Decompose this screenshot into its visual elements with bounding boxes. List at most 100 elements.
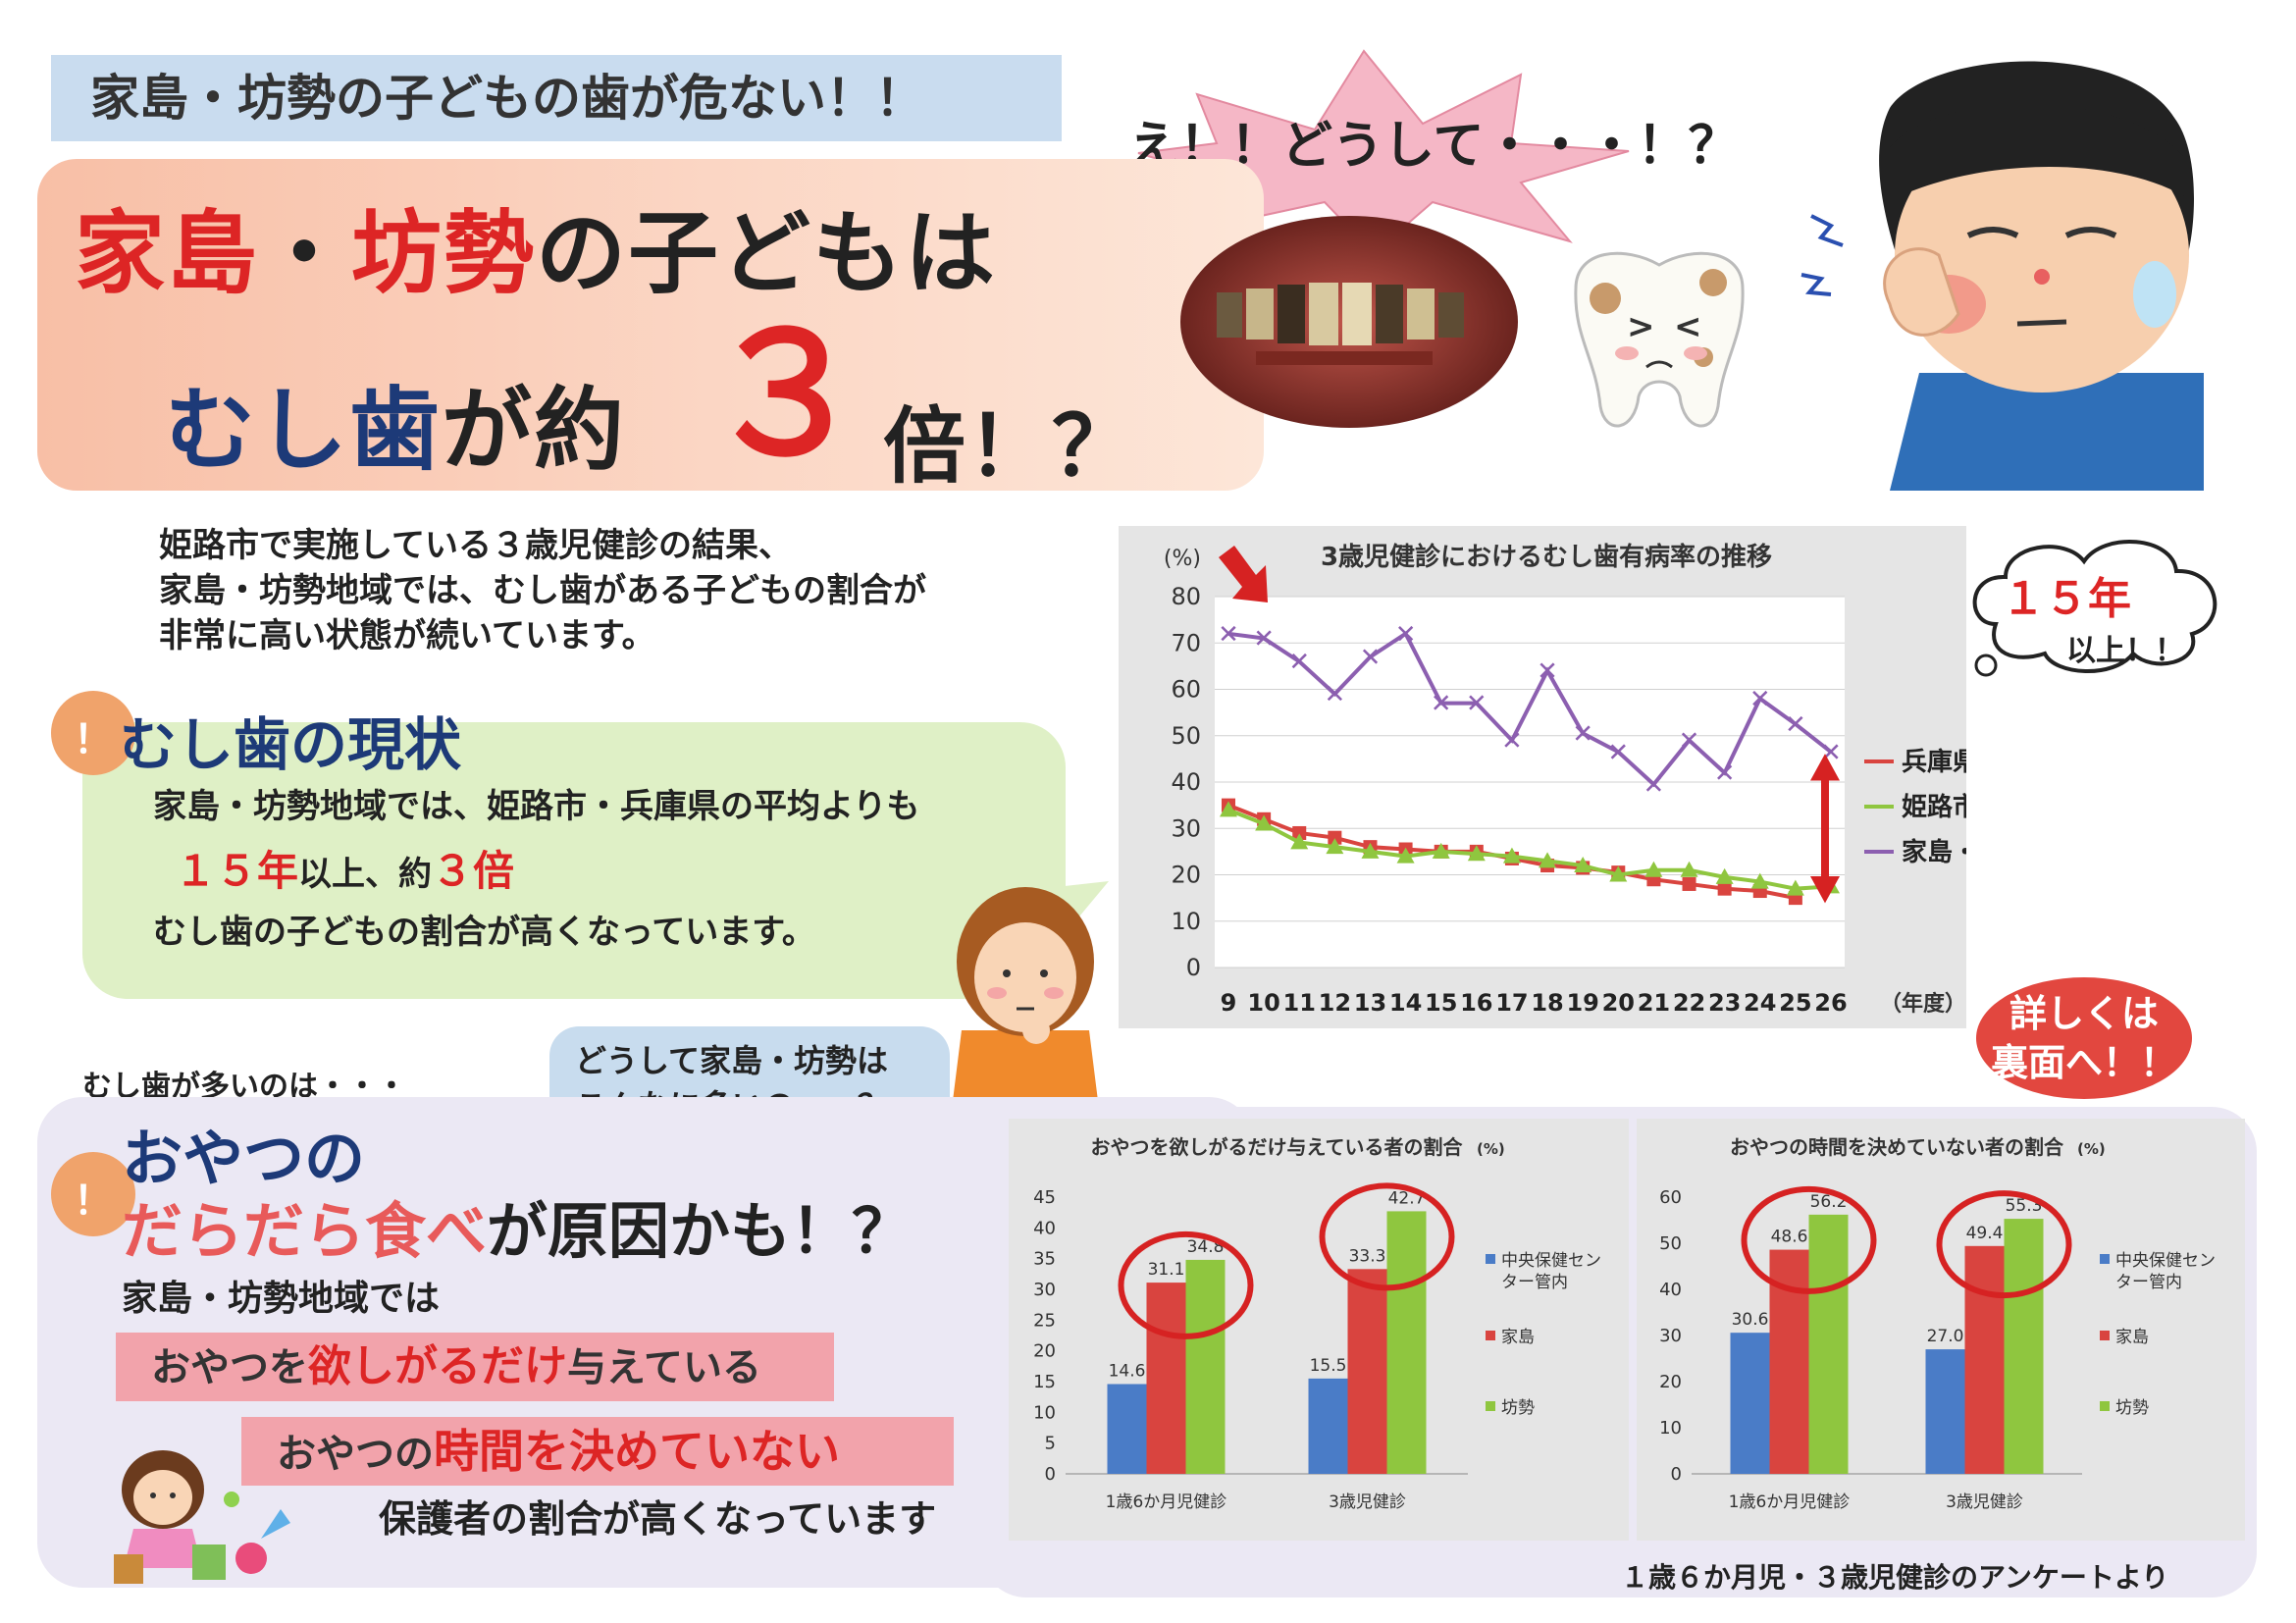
data-point: ✕ xyxy=(1714,759,1736,789)
status-years-rest: 以上、約 xyxy=(298,855,433,894)
legend-label: 中央保健セン xyxy=(2115,1251,2216,1271)
bar1-a: おやつを xyxy=(151,1345,308,1390)
bar xyxy=(1185,1259,1226,1474)
y-tick-label: 20 xyxy=(1033,1341,1056,1362)
cloud-years: １５年 xyxy=(2002,574,2131,624)
status-line-1: 家島・坊勢地域では、姫路市・兵庫県の平均よりも xyxy=(153,787,920,826)
title-times: 倍！？ xyxy=(883,398,1137,495)
legend-swatch xyxy=(1486,1401,1495,1411)
page-title-line2: むし歯が約 xyxy=(165,357,626,488)
x-tick-label: 11 xyxy=(1283,989,1316,1017)
legend-label: 家島 xyxy=(2115,1328,2149,1347)
data-point xyxy=(1715,867,1734,884)
question-line-1: どうして家島・坊勢は xyxy=(575,1042,889,1079)
data-label: 48.6 xyxy=(1771,1228,1808,1247)
y-tick-label: 80 xyxy=(1171,583,1201,610)
legend-label: 家島 xyxy=(1501,1328,1535,1347)
cloud-bubble xyxy=(1972,540,2218,677)
legend-label: 坊勢 xyxy=(1501,1398,1535,1418)
y-tick-label: 45 xyxy=(1033,1187,1056,1208)
gap-arrow-up-icon xyxy=(1810,754,1840,781)
data-point xyxy=(1609,865,1628,882)
title-mushiba: むし歯 xyxy=(165,378,443,483)
x-tick-label: 17 xyxy=(1495,989,1528,1017)
bar2-a: おやつの xyxy=(277,1432,434,1477)
x-tick-label: 26 xyxy=(1814,989,1847,1017)
title-boze: 坊勢 xyxy=(351,201,537,306)
y-tick-label: 35 xyxy=(1033,1249,1056,1270)
y-tick-label: 50 xyxy=(1659,1233,1682,1254)
y-axis-label: (%) xyxy=(1164,547,1201,571)
data-point: ✕ xyxy=(1607,738,1629,767)
svg-text:>: > xyxy=(1627,307,1655,346)
cause-exclamation-mark: ！ xyxy=(51,1152,135,1236)
data-point: ✕ xyxy=(1785,710,1806,740)
y-tick-label: 30 xyxy=(1659,1326,1682,1346)
data-point: ✕ xyxy=(1537,657,1558,687)
legend-swatch xyxy=(2100,1254,2110,1264)
legend-label: 坊勢 xyxy=(2115,1398,2149,1418)
x-tick-label: 19 xyxy=(1566,989,1598,1017)
data-point xyxy=(1502,847,1521,864)
data-point: ✕ xyxy=(1253,625,1275,654)
highlight-circle-icon xyxy=(1118,1230,1254,1339)
data-label: 49.4 xyxy=(1966,1224,2004,1243)
data-point xyxy=(1644,861,1663,877)
svg-text:<: < xyxy=(1674,307,1702,346)
bar xyxy=(1347,1269,1387,1474)
x-tick-label: 25 xyxy=(1779,989,1811,1017)
gap-arrow-down-icon xyxy=(1810,875,1840,904)
title-box xyxy=(37,159,1264,491)
highlight-circle-icon xyxy=(1936,1190,2072,1299)
data-label: 15.5 xyxy=(1310,1356,1347,1376)
y-tick-label: 10 xyxy=(1171,908,1201,935)
y-tick-label: 20 xyxy=(1171,862,1201,889)
x-tick-label: 20 xyxy=(1602,989,1635,1017)
bar xyxy=(1730,1333,1770,1474)
legend-swatch xyxy=(1486,1254,1495,1264)
chart-title: 3歳児健診におけるむし歯有病率の推移 xyxy=(1321,542,1772,572)
status-times: ３倍 xyxy=(432,847,515,895)
category-label: 1歳6か月児健診 xyxy=(1729,1492,1851,1512)
data-point xyxy=(1361,842,1380,859)
bar1-b: 与えている xyxy=(567,1345,761,1390)
survey-footnote: １歳６か月児・３歳児健診のアンケートより xyxy=(1621,1561,2169,1594)
y-tick-label: 30 xyxy=(1171,814,1201,842)
legend-swatch xyxy=(1486,1331,1495,1340)
bar-chart-title-unit: (%) xyxy=(2077,1140,2106,1158)
category-label: 3歳児健診 xyxy=(1946,1492,2023,1512)
intro-line-1: 姫路市で実施している３歳児健診の結果、 xyxy=(159,526,792,565)
data-point: ✕ xyxy=(1218,620,1239,650)
y-tick-label: 40 xyxy=(1033,1218,1056,1238)
bar-chart-title-unit: (%) xyxy=(1477,1140,1505,1158)
series-line-2 xyxy=(1227,630,1833,788)
x-tick-label: 13 xyxy=(1354,989,1386,1017)
legend-label: 姫路市 xyxy=(1902,792,1966,822)
y-tick-label: 0 xyxy=(1671,1464,1682,1485)
data-point xyxy=(1682,876,1696,891)
y-tick-label: 0 xyxy=(1186,954,1201,981)
girl-with-sweets-illustration xyxy=(114,1450,290,1584)
page-title-line1: 家島・坊勢の子どもは xyxy=(75,181,997,311)
y-tick-label: 15 xyxy=(1033,1372,1056,1392)
data-point xyxy=(1539,852,1557,868)
series-line-1 xyxy=(1227,808,1832,891)
bar xyxy=(1964,1245,2005,1474)
data-point: ✕ xyxy=(1501,726,1523,756)
see-back-badge: 詳しくは 裏面へ！！ xyxy=(1976,977,2192,1099)
cloud-more: 以上！！ xyxy=(2066,634,2184,668)
cause-heading-2: だらだら食べが原因かも！？ xyxy=(122,1181,913,1270)
x-tick-label: 22 xyxy=(1673,989,1705,1017)
legend-swatch xyxy=(2100,1331,2110,1340)
status-line-3: むし歯の子どもの割合が高くなっています。 xyxy=(153,913,815,952)
cause-area: 家島・坊勢地域では xyxy=(122,1279,441,1319)
data-point xyxy=(1328,830,1342,845)
x-axis-label: （年度） xyxy=(1880,991,1966,1017)
highlight-circle-icon xyxy=(1741,1185,1877,1294)
y-tick-label: 10 xyxy=(1033,1402,1056,1423)
x-tick-label: 23 xyxy=(1708,989,1741,1017)
data-point: ✕ xyxy=(1288,648,1310,677)
bar xyxy=(1146,1283,1186,1474)
data-point: ✕ xyxy=(1644,770,1665,800)
cause-heading-rest: が原因かも！？ xyxy=(487,1195,913,1267)
